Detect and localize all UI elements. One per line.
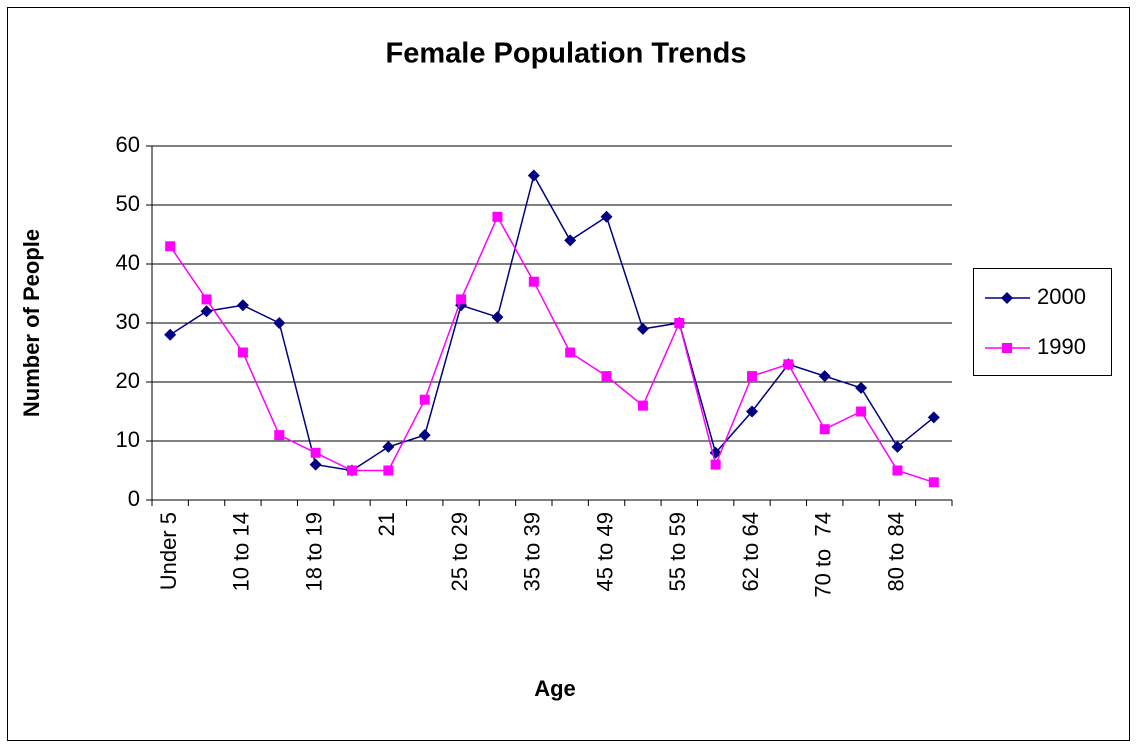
marker [492,211,503,222]
marker [236,299,249,312]
y-tick-label: 40 [116,250,140,275]
marker [310,447,321,458]
marker [856,406,867,417]
marker [818,370,831,383]
y-tick-label: 30 [116,309,140,334]
marker [273,317,286,329]
marker [200,305,213,318]
marker [710,459,721,470]
marker [418,429,431,442]
marker [565,347,576,358]
y-axis-label: Number of People [19,229,44,417]
x-tick-label: 35 to 39 [520,512,545,592]
y-tick-label: 0 [128,486,140,511]
marker [564,234,577,247]
marker [165,241,176,252]
marker [892,465,903,476]
line-series [169,215,935,484]
x-tick-label: 21 [374,512,399,536]
marker [419,394,430,405]
x-axis-label: Age [534,676,576,701]
marker [274,430,285,441]
x-tick-label: 25 to 29 [447,512,472,592]
marker [636,322,649,335]
marker [527,169,540,182]
marker [601,371,612,382]
chart-title: Female Population Trends [386,38,747,70]
x-tick-label: 18 to 19 [301,512,326,592]
marker [783,359,794,370]
x-tick-label: 10 to 14 [229,512,254,592]
legend-box [973,268,1112,376]
marker [164,328,177,341]
legend-label: 2000 [1037,284,1086,309]
marker [747,371,757,382]
marker [674,318,685,328]
marker [309,458,322,471]
marker [528,276,539,287]
x-tick-label: 70 to 74 [811,512,836,598]
marker [928,477,939,488]
marker [201,294,212,305]
marker [456,294,467,305]
y-tick-label: 50 [116,191,140,216]
x-tick-label: 80 to 84 [883,512,908,592]
marker [746,405,758,418]
x-tick-label: 45 to 49 [592,512,617,592]
x-tick-label: 62 to 64 [738,512,763,592]
y-tick-label: 20 [116,368,140,393]
marker [347,465,357,476]
legend-label: 1990 [1037,334,1086,359]
marker [637,400,648,411]
marker [927,411,940,424]
x-tick-label: 55 to 59 [665,512,690,592]
marker [491,311,504,324]
marker [1001,292,1013,304]
chart-border [7,7,1130,741]
marker [600,210,613,223]
marker [819,424,830,435]
marker [383,465,394,476]
y-tick-label: 60 [116,132,140,157]
y-tick-label: 10 [116,427,140,452]
marker [382,440,395,453]
marker [891,440,904,453]
marker [237,347,248,358]
marker [855,381,868,394]
marker [1002,343,1012,353]
x-tick-label: Under 5 [156,512,181,590]
line-series [169,173,935,472]
